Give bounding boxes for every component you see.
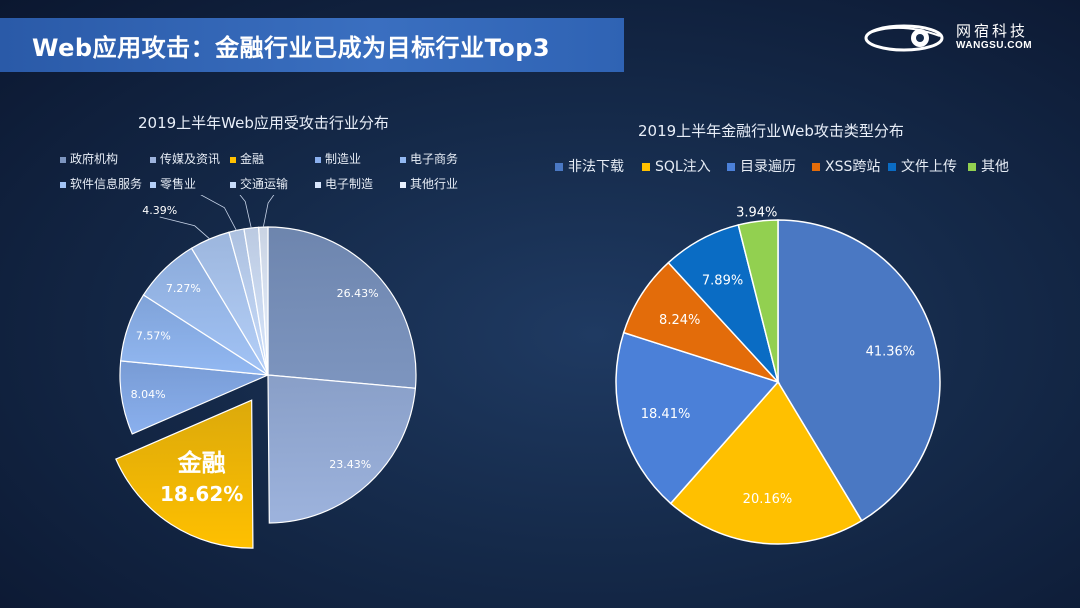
chart2-slice xyxy=(615,331,780,505)
chart1-highlight-value: 18.62% xyxy=(160,482,243,506)
chart1-data-label: 7.57% xyxy=(136,329,171,342)
chart1-legend-item: 制造业 xyxy=(315,150,361,167)
legend-swatch xyxy=(968,163,976,171)
chart1-leader-line xyxy=(200,195,237,231)
legend-swatch xyxy=(230,156,236,163)
chart1-legend-item: 软件信息服务 xyxy=(60,175,142,192)
chart2-legend-item: XSS跨站 xyxy=(812,156,880,176)
chart1-legend-item: 金融 xyxy=(230,150,264,167)
legend-swatch xyxy=(400,181,406,188)
chart2-data-label: 8.24% xyxy=(659,313,700,328)
chart2-pie: 41.36% 20.16% 18.41% 8.24% 7.89% 3.94% xyxy=(615,205,941,545)
legend-label: XSS跨站 xyxy=(825,159,881,175)
legend-label: 目录遍历 xyxy=(740,159,796,175)
chart1-legend-item: 其他行业 xyxy=(400,175,458,192)
chart2-legend-item: 目录遍历 xyxy=(727,156,796,176)
chart2-data-label: 20.16% xyxy=(743,492,793,507)
chart2-legend: 非法下载 SQL注入 目录遍历 XSS跨站 文件上传 其他 xyxy=(555,156,1015,176)
chart2-slice xyxy=(737,219,779,383)
legend-swatch xyxy=(150,181,156,188)
chart2-legend-item: SQL注入 xyxy=(642,156,711,176)
legend-label: 其他行业 xyxy=(410,177,459,191)
legend-swatch xyxy=(315,181,321,188)
legend-swatch xyxy=(555,163,563,171)
legend-label: 软件信息服务 xyxy=(70,177,143,191)
legend-label: 其他 xyxy=(981,159,1009,175)
chart2-data-label: 7.89% xyxy=(702,273,743,288)
chart1-legend-item: 政府机构 xyxy=(60,150,118,167)
chart1-leader-line xyxy=(262,195,275,228)
chart1-legend: 政府机构 传媒及资讯 金融 制造业 电子商务软件信息服务 零售业 交通运输 电子制造 其他行业 xyxy=(60,150,480,192)
legend-label: 电子制造 xyxy=(325,177,374,191)
chart1-data-label: 7.27% xyxy=(166,282,201,295)
chart2-slice xyxy=(669,380,863,545)
chart2-data-label: 18.41% xyxy=(641,407,691,422)
chart1-title: 2019上半年Web应用受攻击行业分布 xyxy=(138,114,389,132)
legend-swatch xyxy=(60,181,66,188)
legend-label: 电子商务 xyxy=(410,152,459,166)
chart2-data-label: 41.36% xyxy=(866,345,916,360)
chart2-legend-item: 文件上传 xyxy=(888,156,957,176)
page-title: Web应用攻击：金融行业已成为目标行业Top3 xyxy=(32,34,551,62)
legend-swatch xyxy=(727,163,735,171)
legend-swatch xyxy=(642,163,650,171)
chart1-data-label: 4.39% xyxy=(142,204,177,217)
chart2-legend-item: 非法下载 xyxy=(555,156,624,176)
legend-swatch xyxy=(400,156,406,163)
legend-label: 交通运输 xyxy=(240,177,289,191)
chart1-legend-item: 交通运输 xyxy=(230,175,288,192)
title-banner xyxy=(0,18,624,72)
chart1-pie: 26.43% 23.43% 金融 18.62% 8.04% 7.57% 7.27% 4.39%… xyxy=(115,195,417,549)
chart1-slice xyxy=(115,399,254,549)
chart1-legend-item: 电子制造 xyxy=(315,175,373,192)
chart1-leader-line xyxy=(239,195,252,229)
legend-label: 政府机构 xyxy=(70,152,119,166)
chart1-slice xyxy=(257,226,269,376)
legend-swatch xyxy=(812,163,820,171)
legend-swatch xyxy=(315,156,321,163)
chart2-slice xyxy=(777,219,941,522)
logo-english-text: WANGSU.COM xyxy=(956,40,1033,51)
chart1-leader-line xyxy=(159,216,210,240)
legend-label: 传媒及资讯 xyxy=(160,152,221,166)
chart2-data-label: 3.94% xyxy=(736,205,777,220)
chart1-legend-item: 传媒及资讯 xyxy=(150,150,220,167)
legend-swatch xyxy=(150,156,156,163)
legend-label: 制造业 xyxy=(325,152,362,166)
legend-label: 零售业 xyxy=(160,177,197,191)
chart1-highlight-name: 金融 xyxy=(177,449,226,477)
legend-label: SQL注入 xyxy=(655,159,711,175)
legend-label: 金融 xyxy=(240,152,265,166)
legend-swatch xyxy=(888,163,896,171)
chart1-data-label: 26.43% xyxy=(337,287,379,300)
chart1-data-label: 8.04% xyxy=(131,388,166,401)
chart2-legend-item: 其他 xyxy=(968,156,1009,176)
chart1-legend-item: 零售业 xyxy=(150,175,196,192)
legend-label: 非法下载 xyxy=(568,159,624,175)
legend-label: 文件上传 xyxy=(901,159,957,175)
chart2-title: 2019上半年金融行业Web攻击类型分布 xyxy=(638,122,904,140)
legend-swatch xyxy=(230,181,236,188)
legend-swatch xyxy=(60,156,66,163)
logo-chinese-text: 网宿科技 xyxy=(956,22,1029,40)
wangsu-logo-icon xyxy=(864,24,944,52)
chart1-data-label: 23.43% xyxy=(329,458,371,471)
chart1-legend-item: 电子商务 xyxy=(400,150,458,167)
chart1-slice xyxy=(267,374,417,524)
chart1-slice xyxy=(267,226,417,389)
